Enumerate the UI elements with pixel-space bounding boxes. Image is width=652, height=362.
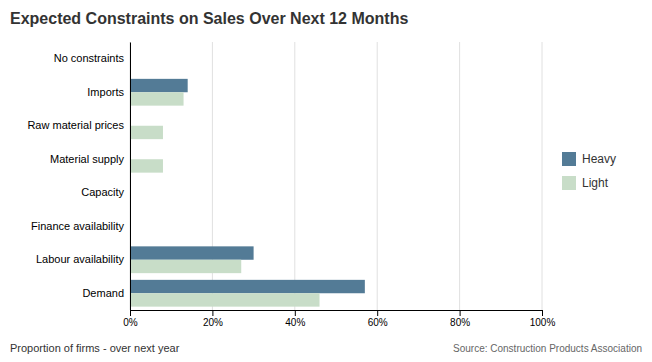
grid-line bbox=[542, 42, 543, 310]
bar bbox=[130, 280, 365, 293]
grid-line bbox=[130, 42, 131, 310]
legend: Heavy Light bbox=[562, 152, 616, 190]
x-tick-mark bbox=[460, 310, 461, 316]
x-tick-label: 100% bbox=[530, 317, 556, 328]
chart: Expected Constraints on Sales Over Next … bbox=[0, 0, 652, 362]
title: Expected Constraints on Sales Over Next … bbox=[10, 10, 408, 27]
series bbox=[130, 92, 320, 306]
legend-swatch bbox=[562, 176, 576, 190]
y-axis-line bbox=[130, 43, 131, 311]
bars bbox=[130, 79, 365, 307]
grid-line bbox=[377, 42, 378, 310]
bar bbox=[130, 260, 241, 273]
x-axis-title: Proportion of firms - over next year bbox=[10, 342, 180, 354]
x-tick-mark bbox=[542, 310, 543, 316]
x-tick: 60% bbox=[368, 310, 388, 328]
bar bbox=[130, 92, 184, 105]
series bbox=[130, 79, 365, 293]
x-tick-mark bbox=[212, 310, 213, 316]
x-axis-line bbox=[131, 311, 543, 317]
legend-item: Light bbox=[562, 176, 609, 190]
x-tick-mark bbox=[130, 310, 131, 316]
x-tick-label: 80% bbox=[450, 317, 470, 328]
y-tick: Demand bbox=[82, 287, 130, 299]
y-tick: Material supply bbox=[50, 153, 130, 165]
x-tick: 40% bbox=[285, 310, 305, 328]
legend-item: Heavy bbox=[562, 152, 616, 166]
source: Source: Construction Products Associatio… bbox=[453, 343, 642, 354]
grid bbox=[130, 42, 542, 310]
legend-swatch bbox=[562, 152, 576, 166]
y-tick-label: Material supply bbox=[50, 153, 124, 165]
y-tick-label: Raw material prices bbox=[27, 119, 124, 131]
x-tick: 20% bbox=[203, 310, 223, 328]
y-tick: Capacity bbox=[81, 186, 130, 198]
y-tick-label: Capacity bbox=[81, 186, 124, 198]
bar bbox=[130, 126, 163, 139]
y-tick-label: Imports bbox=[87, 86, 124, 98]
grid-line bbox=[459, 42, 460, 310]
y-tick: No constraints bbox=[54, 52, 130, 64]
x-axis: 0% 20% 40% 60% 80% 100% bbox=[123, 310, 555, 328]
bar bbox=[130, 159, 163, 172]
x-tick-label: 20% bbox=[203, 317, 223, 328]
y-axis: Demand Labour availability Finance availab… bbox=[27, 43, 130, 311]
bar bbox=[130, 79, 188, 92]
x-tick-label: 0% bbox=[123, 317, 138, 328]
bar bbox=[130, 293, 320, 306]
x-tick: 100% bbox=[530, 310, 556, 328]
grid-line bbox=[294, 42, 295, 310]
plot: 0% 20% 40% 60% 80% 100% Demand Labour availabil… bbox=[27, 42, 555, 328]
x-tick-label: 60% bbox=[368, 317, 388, 328]
legend-label: Heavy bbox=[582, 152, 616, 166]
y-tick-label: Demand bbox=[82, 287, 124, 299]
y-tick-label: No constraints bbox=[54, 52, 125, 64]
x-tick: 0% bbox=[123, 310, 138, 328]
y-tick-label: Labour availability bbox=[36, 253, 125, 265]
x-tick-label: 40% bbox=[285, 317, 305, 328]
x-tick-mark bbox=[377, 310, 378, 316]
y-tick: Imports bbox=[87, 86, 130, 98]
bar bbox=[130, 246, 254, 259]
y-tick-label: Finance availability bbox=[31, 220, 124, 232]
legend-label: Light bbox=[582, 176, 609, 190]
y-tick: Raw material prices bbox=[27, 119, 130, 131]
x-tick-mark bbox=[295, 310, 296, 316]
y-tick: Finance availability bbox=[31, 220, 130, 232]
x-tick: 80% bbox=[450, 310, 470, 328]
y-tick: Labour availability bbox=[36, 253, 130, 265]
